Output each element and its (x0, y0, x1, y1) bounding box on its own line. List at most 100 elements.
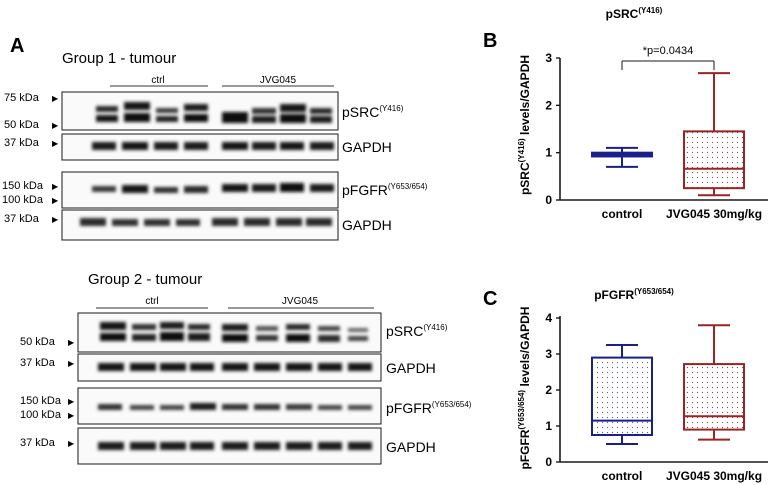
y-ticks: 0 1 2 3 (545, 51, 560, 207)
band (190, 403, 216, 410)
iqr-box (683, 363, 745, 431)
marker-arrow-icon: ▶ (52, 139, 59, 148)
panel-b-chart: B pSRC(Y416) pSRC(Y416) levels/GAPDH 0 1 2… (483, 6, 768, 221)
marker-label: 100 kDa (2, 194, 44, 206)
band (286, 442, 312, 450)
band (306, 218, 332, 226)
band (188, 324, 210, 330)
marker-arrow-icon: ▶ (52, 94, 59, 103)
blot-protein-label: pSRC(Y416) (342, 104, 404, 120)
band (256, 326, 278, 331)
band (212, 218, 238, 226)
panel-b-letter: B (483, 30, 497, 52)
band (222, 442, 248, 450)
band (280, 104, 306, 112)
blot-gapdh2-group2: 37 kDa ▶ GAPDH (20, 427, 436, 465)
band (222, 184, 248, 192)
band (98, 404, 122, 410)
band (130, 405, 154, 410)
blot-protein-label: GAPDH (386, 360, 436, 376)
box-series (591, 72, 745, 197)
band (256, 335, 278, 341)
marker-label: 150 kDa (2, 180, 44, 192)
band (190, 363, 214, 371)
ctrl-lane-label: ctrl (145, 296, 158, 307)
band (222, 324, 248, 331)
group-2-lane-header: ctrl JVG045 (96, 296, 374, 309)
chart-title: pSRC(Y416) (606, 6, 663, 21)
band (280, 183, 304, 192)
iqr-box (591, 356, 653, 437)
blot-protein-label: GAPDH (342, 217, 392, 233)
bands (92, 142, 334, 150)
panel-a-letter: A (10, 35, 24, 57)
band (244, 218, 270, 226)
x-tick-label: JVG045 30mg/kg (666, 207, 762, 221)
band (286, 363, 312, 371)
marker-arrow-icon: ▶ (52, 215, 59, 224)
marker-label: 50 kDa (4, 119, 40, 131)
y-ticks: 0 1 2 3 4 (545, 311, 560, 469)
y-tick-label: 2 (545, 383, 552, 397)
marker-arrow-icon: ▶ (52, 182, 59, 191)
blot-psrc-group1: 75 kDa ▶ 50 kDa ▶ (4, 91, 404, 131)
y-tick-label: 1 (545, 419, 552, 433)
band (318, 363, 342, 371)
blot-gapdh-group1: 37 kDa ▶ GAPDH (4, 133, 392, 161)
band (154, 142, 178, 150)
band (318, 335, 340, 342)
band (222, 363, 248, 371)
marker-label: 75 kDa (4, 92, 40, 104)
group-1-title: Group 1 - tumour (62, 50, 176, 67)
band (100, 333, 126, 341)
marker-arrow-icon: ▶ (52, 196, 59, 205)
bands (80, 218, 332, 226)
x-tick-label: JVG045 30mg/kg (666, 469, 762, 483)
x-tick-label: control (602, 469, 643, 483)
band (130, 442, 156, 450)
panel-c-letter: C (483, 288, 497, 310)
y-tick-label: 3 (545, 347, 552, 361)
band (154, 187, 178, 193)
band (160, 405, 184, 410)
band (98, 363, 124, 371)
band (122, 185, 148, 193)
band (222, 404, 248, 410)
group-1-lane-header: ctrl JVG045 (110, 75, 334, 87)
band (348, 405, 372, 410)
band (160, 363, 186, 371)
blot-frame (77, 312, 382, 353)
band (254, 363, 280, 371)
blot-protein-label: pFGFR(Y653/654) (386, 400, 472, 416)
band (184, 104, 208, 111)
panel-c-chart: C pFGFR(Y653/654) pFGFR(Y653/654) levels… (483, 287, 768, 483)
bands (98, 442, 372, 450)
y-tick-label: 4 (545, 311, 552, 325)
marker-arrow-icon: ▶ (68, 359, 75, 368)
band (80, 218, 106, 226)
marker-label: 50 kDa (20, 336, 56, 348)
band (254, 404, 280, 410)
band (348, 328, 368, 332)
band (100, 322, 126, 330)
band (222, 142, 248, 150)
marker-arrow-icon: ▶ (52, 121, 59, 130)
band (252, 184, 276, 192)
band (280, 114, 306, 123)
blot-pfgfr-group2: 150 kDa ▶ 100 kDa ▶ pFGFR(Y653/654) (20, 387, 472, 425)
band (254, 442, 280, 450)
jvg045-lane-label: JVG045 (260, 75, 297, 86)
blot-gapdh-group2: 37 kDa ▶ GAPDH (20, 353, 436, 382)
band (222, 334, 248, 342)
blot-protein-label: GAPDH (386, 439, 436, 455)
y-tick-label: 3 (545, 51, 552, 65)
x-tick-labels: control JVG045 30mg/kg (602, 469, 762, 483)
band (132, 324, 156, 330)
band (348, 442, 372, 450)
bands (100, 322, 368, 342)
band (156, 116, 178, 122)
band (310, 142, 334, 150)
band (160, 442, 186, 450)
jvg045-lane-label: JVG045 (282, 296, 319, 307)
band (190, 442, 214, 450)
